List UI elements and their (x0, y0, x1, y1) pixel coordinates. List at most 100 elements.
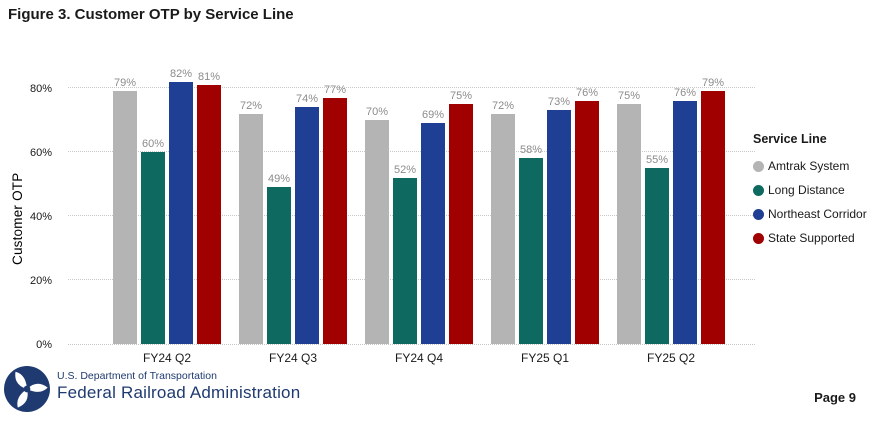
bar-wrap: 69% (421, 109, 445, 344)
legend-items: Amtrak System Long Distance Northeast Corr… (753, 154, 875, 250)
bar-wrap: 79% (701, 77, 725, 344)
y-tick-label: 20% (29, 275, 52, 287)
bar-value-label: 77% (323, 83, 347, 96)
us-dot-triskelion-logo (4, 366, 50, 412)
bar-value-label: 70% (365, 106, 389, 118)
bar-value-label: 72% (491, 99, 515, 112)
bar-value-label: 75% (449, 90, 473, 102)
legend-swatch-icon (753, 184, 764, 196)
bar-northeast-corridor (169, 81, 193, 344)
bar-group-fy25-q1: 72% 58% 73% 76% FY25 Q1 (489, 87, 601, 365)
bar-group-fy24-q2: 79% 60% 82% 81% FY24 Q2 (111, 68, 223, 365)
legend-swatch-icon (753, 160, 764, 172)
legend-item-state-supported: State Supported (753, 226, 875, 250)
footer-agency-small: U.S. Department of Transportation (57, 370, 217, 382)
x-tick-label: FY25 Q2 (646, 351, 696, 365)
x-tick-label: FY24 Q3 (268, 351, 318, 365)
y-axis-ticks: 0% 20% 40% 60% 80% (0, 58, 58, 351)
legend-item-label: Long Distance (768, 183, 845, 197)
bar-wrap: 76% (575, 87, 599, 344)
y-tick-label: 40% (29, 211, 52, 223)
bar-value-label: 69% (421, 109, 445, 122)
bar-state-supported (575, 100, 599, 344)
bar-wrap: 60% (141, 138, 165, 344)
x-tick-label: FY24 Q2 (142, 351, 192, 365)
bar-long-distance (519, 158, 543, 344)
bar-value-label: 76% (575, 86, 599, 99)
bar-northeast-corridor (295, 107, 319, 344)
bar-wrap: 82% (169, 68, 193, 344)
bar-wrap: 49% (267, 173, 291, 344)
bar-value-label: 49% (267, 173, 291, 186)
bar-amtrak-system (239, 113, 263, 344)
y-tick-label: 60% (29, 147, 52, 159)
footer-agency-block: U.S. Department of Transportation Federa… (57, 370, 300, 403)
bar-state-supported (701, 91, 725, 344)
bar-northeast-corridor (547, 110, 571, 344)
legend-swatch-icon (753, 208, 764, 220)
bar-amtrak-system (365, 120, 389, 344)
legend-swatch-icon (753, 232, 764, 244)
bar-value-label: 60% (141, 138, 165, 150)
bar-long-distance (393, 177, 417, 344)
bar-wrap: 75% (617, 90, 641, 344)
legend-item-northeast-corridor: Northeast Corridor (753, 202, 875, 226)
bar-amtrak-system (617, 104, 641, 344)
bar-wrap: 74% (295, 93, 319, 344)
bar-value-label: 76% (673, 86, 697, 99)
bar-state-supported (323, 97, 347, 344)
bar-value-label: 79% (701, 77, 725, 90)
gridline-60pct (68, 151, 755, 152)
bar-value-label: 81% (197, 70, 221, 83)
bar-wrap: 77% (323, 84, 347, 344)
bar-wrap: 70% (365, 106, 389, 344)
legend-item-amtrak-system: Amtrak System (753, 154, 875, 178)
legend-item-long-distance: Long Distance (753, 178, 875, 202)
bar-value-label: 73% (547, 96, 571, 109)
gridline-80pct (68, 87, 755, 88)
y-tick-label: 0% (36, 339, 52, 351)
footer-agency-large: Federal Railroad Administration (57, 383, 301, 402)
bar-wrap: 52% (393, 164, 417, 344)
bar-value-label: 55% (645, 154, 669, 166)
bar-state-supported (449, 104, 473, 344)
bar-northeast-corridor (673, 100, 697, 344)
legend-item-label: Northeast Corridor (768, 207, 867, 221)
bar-value-label: 52% (393, 163, 417, 176)
figure-title: Figure 3. Customer OTP by Service Line (8, 6, 294, 23)
bar-group-fy24-q4: 70% 52% 69% 75% FY24 Q4 (363, 90, 475, 365)
bar-amtrak-system (491, 113, 515, 344)
legend: Service Line Amtrak System Long Distance N… (753, 132, 875, 250)
bar-wrap: 58% (519, 144, 543, 344)
bar-value-label: 82% (169, 67, 193, 80)
bar-amtrak-system (113, 91, 137, 344)
bar-value-label: 79% (113, 77, 137, 90)
bar-value-label: 74% (295, 93, 319, 106)
y-tick-label: 80% (29, 83, 52, 95)
bar-wrap: 72% (491, 100, 515, 344)
legend-item-label: Amtrak System (768, 159, 850, 173)
bar-value-label: 58% (519, 144, 543, 157)
bar-wrap: 72% (239, 100, 263, 344)
bar-wrap: 55% (645, 154, 669, 344)
bar-long-distance (141, 152, 165, 344)
bar-group-fy24-q3: 72% 49% 74% 77% FY24 Q3 (237, 84, 349, 365)
bar-long-distance (645, 168, 669, 344)
bar-wrap: 76% (673, 87, 697, 344)
legend-title: Service Line (753, 132, 827, 146)
x-tick-label: FY24 Q4 (394, 351, 444, 365)
x-tick-label: FY25 Q1 (520, 351, 570, 365)
bar-wrap: 75% (449, 90, 473, 344)
legend-item-label: State Supported (768, 231, 855, 245)
page-number: Page 9 (814, 390, 856, 405)
bar-wrap: 73% (547, 96, 571, 344)
bar-northeast-corridor (421, 123, 445, 344)
bar-long-distance (267, 187, 291, 344)
plot-area: 79% 60% 82% 81% FY24 Q2 72% 49% 74% 77% FY24 Q3 70… (68, 58, 755, 365)
bar-state-supported (197, 84, 221, 344)
bar-group-fy25-q2: 75% 55% 76% 79% FY25 Q2 (615, 77, 727, 365)
bar-value-label: 75% (617, 90, 641, 102)
bar-wrap: 81% (197, 71, 221, 344)
bar-wrap: 79% (113, 77, 137, 344)
